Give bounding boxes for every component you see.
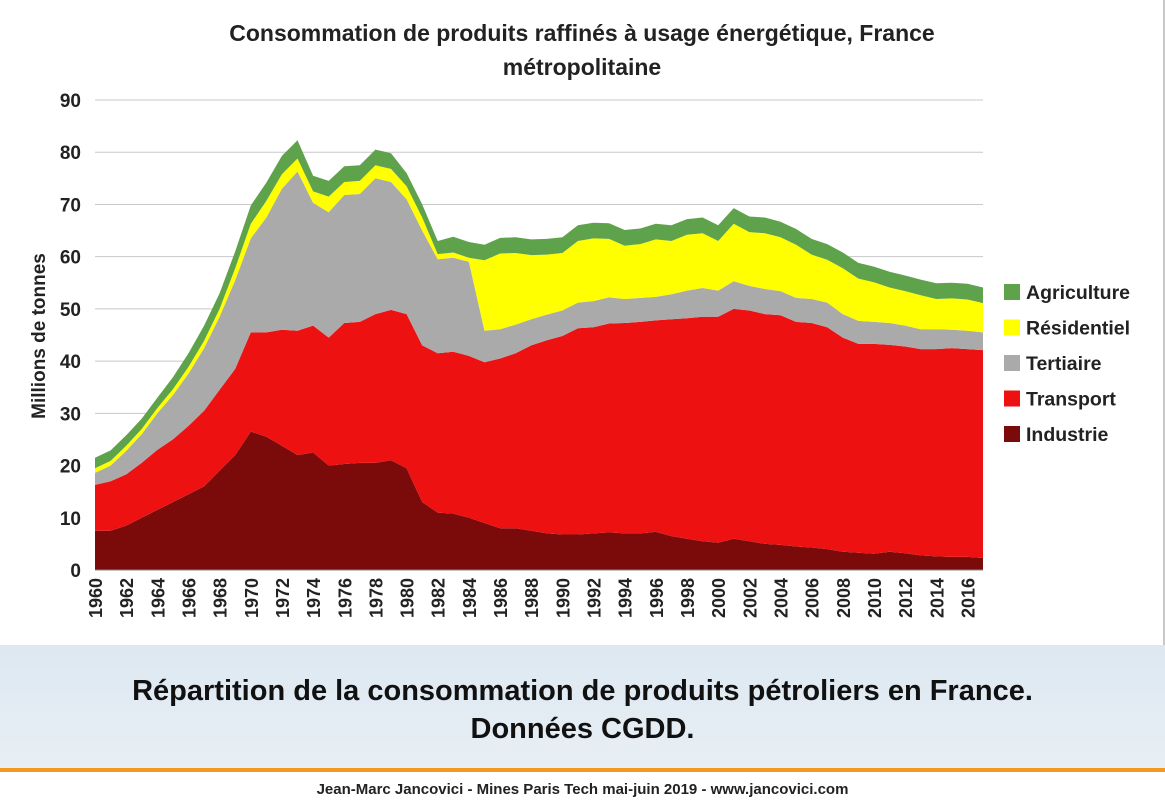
y-axis-label: Millions de tonnes — [29, 253, 50, 419]
x-tick-label: 1982 — [429, 578, 449, 618]
legend-swatch-résidentiel — [1004, 319, 1020, 336]
footer-divider — [0, 768, 1165, 772]
axes: 0 10 20 30 40 50 60 70 80 90 1960 1962 1964 1966 1968 1… — [60, 91, 983, 618]
x-tick-label: 2000 — [709, 578, 729, 618]
y-tick-label: 70 — [60, 195, 81, 216]
y-tick-label: 30 — [60, 404, 81, 425]
x-tick-label: 1960 — [86, 578, 106, 618]
x-tick-label: 2004 — [772, 578, 792, 618]
legend-label: Industrie — [1026, 424, 1108, 446]
x-tick-label: 2002 — [740, 578, 760, 618]
x-tick-label: 1966 — [180, 578, 200, 618]
y-tick-label: 40 — [60, 352, 81, 373]
x-tick-label: 1964 — [148, 578, 168, 618]
y-tick-label: 50 — [60, 300, 81, 321]
legend-label: Tertiaire — [1026, 353, 1102, 375]
legend-swatch-agriculture — [1004, 284, 1020, 300]
legend-label: Résidentiel — [1026, 318, 1130, 340]
x-tick-label: 1984 — [460, 578, 480, 618]
chart-title-line-2: métropolitaine — [503, 54, 661, 80]
x-tick-label: 1988 — [522, 578, 542, 618]
y-tick-label: 10 — [60, 509, 81, 530]
chart-title-line-1: Consommation de produits raffinés à usag… — [229, 20, 934, 46]
x-tick-label: 1986 — [491, 578, 511, 618]
caption-title: Répartition de la consommation de produi… — [132, 675, 1033, 707]
legend-swatch-tertiaire — [1004, 355, 1020, 371]
legend-label: Agriculture — [1026, 282, 1130, 304]
y-tick-label: 90 — [60, 91, 81, 112]
x-tick-label: 1968 — [211, 578, 231, 618]
x-tick-label: 2012 — [896, 578, 916, 618]
x-tick-label: 1972 — [273, 578, 293, 618]
area-agriculture — [95, 140, 983, 469]
legend-swatch-industrie — [1004, 426, 1020, 442]
y-tick-label: 20 — [60, 457, 81, 478]
x-tick-label: 1990 — [553, 578, 573, 618]
area-series — [95, 140, 983, 570]
chart-panel: Consommation de produits raffinés à usag… — [29, 0, 1165, 645]
y-tick-label: 80 — [60, 143, 81, 164]
y-tick-label: 0 — [70, 561, 81, 582]
x-tick-label: 1970 — [242, 578, 262, 618]
caption-source: Données CGDD. — [470, 713, 695, 745]
x-tick-label: 2014 — [927, 578, 947, 618]
x-tick-label: 2016 — [958, 578, 978, 618]
area-tertiaire — [95, 171, 983, 485]
caption-panel: Répartition de la consommation de produi… — [0, 645, 1165, 770]
x-tick-label: 1976 — [335, 578, 355, 618]
area-transport — [95, 308, 983, 558]
x-tick-label: 1962 — [117, 578, 137, 618]
legend: Agriculture Résidentiel Tertiaire Transport… — [1004, 282, 1130, 446]
legend-swatch-transport — [1004, 390, 1020, 407]
x-tick-label: 1974 — [304, 578, 324, 618]
area-résidentiel — [95, 158, 983, 473]
x-tick-label: 1980 — [398, 578, 418, 618]
x-tick-label: 2008 — [834, 578, 854, 618]
x-tick-label: 1994 — [616, 578, 636, 618]
x-tick-label: 1992 — [585, 578, 605, 618]
x-tick-label: 2010 — [865, 578, 885, 618]
footer-credit: Jean-Marc Jancovici - Mines Paris Tech m… — [0, 772, 1165, 800]
area-industrie — [95, 431, 983, 570]
y-tick-label: 60 — [60, 248, 81, 269]
x-tick-label: 1996 — [647, 578, 667, 618]
x-tick-label: 1998 — [678, 578, 698, 618]
x-tick-label: 1978 — [366, 578, 386, 618]
stacked-area-chart: Consommation de produits raffinés à usag… — [29, 20, 1130, 618]
x-tick-label: 2006 — [803, 578, 823, 618]
legend-label: Transport — [1026, 389, 1116, 411]
